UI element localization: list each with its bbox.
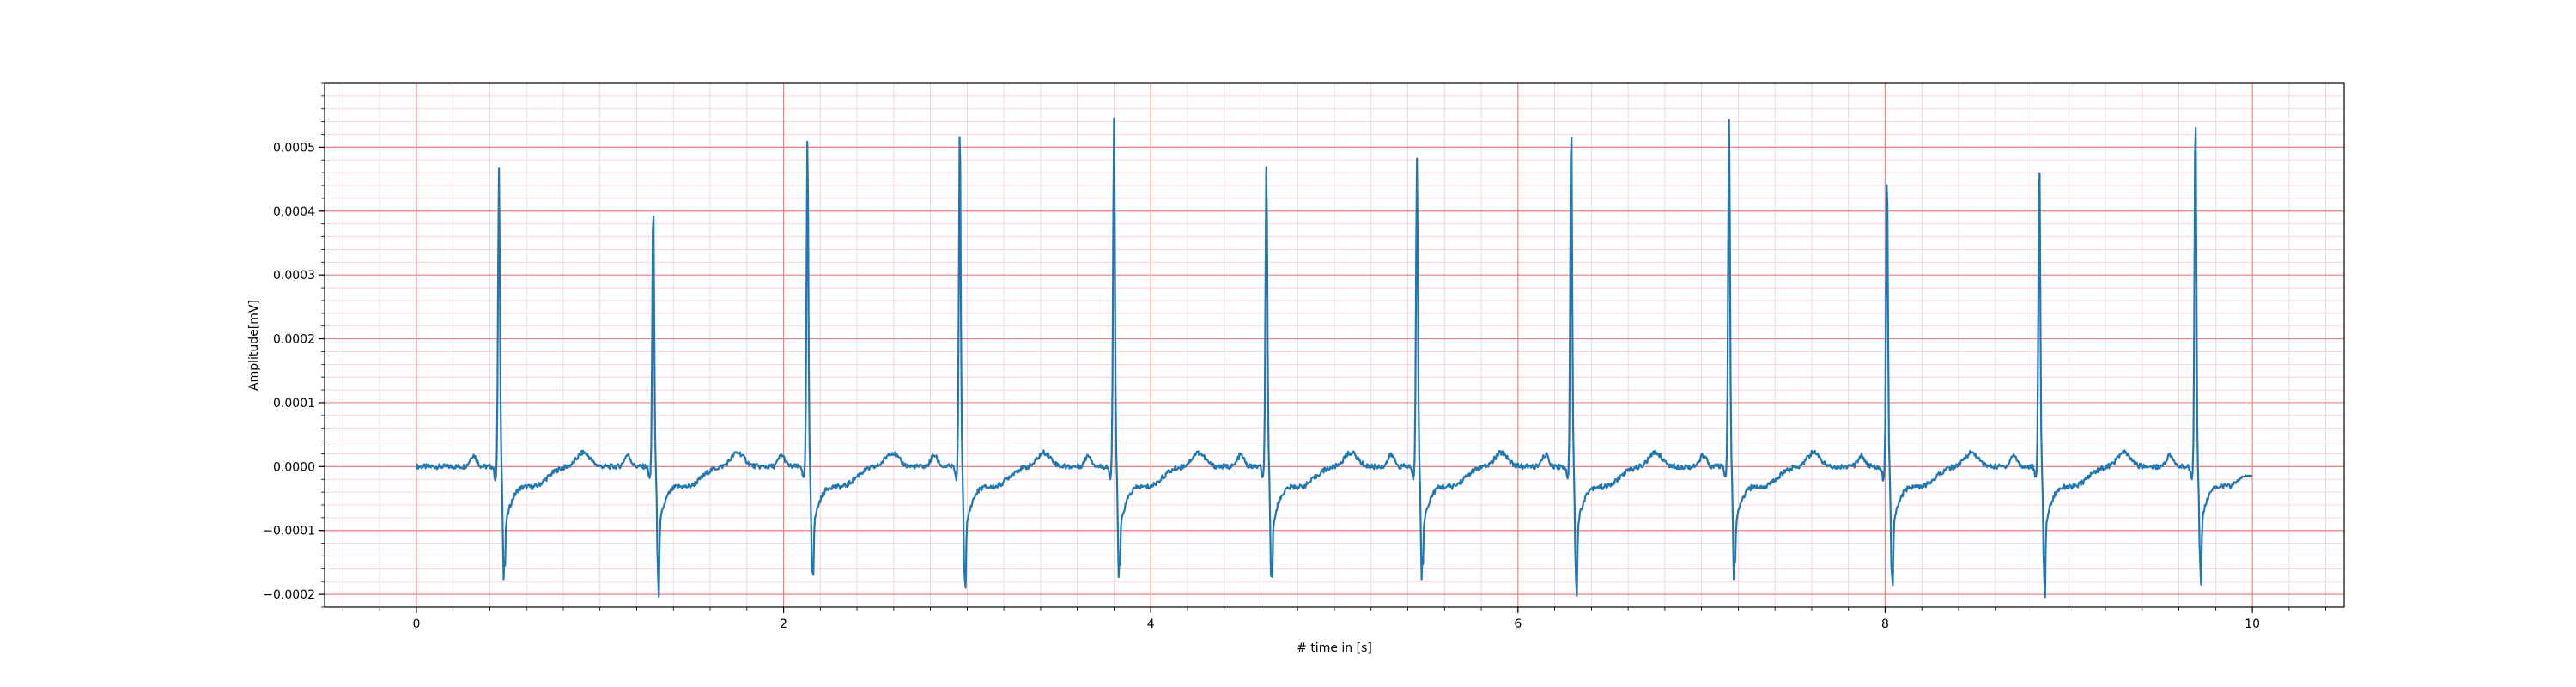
x-tick-label: 8 [1881, 617, 1889, 631]
major-grid [325, 83, 2344, 607]
x-tick-label: 2 [780, 617, 787, 631]
ecg-signal-line [415, 117, 2253, 599]
y-tick-label: 0.0000 [273, 460, 315, 474]
x-tick-label: 0 [412, 617, 420, 631]
y-tick-label: 0.0001 [273, 397, 315, 410]
y-tick-label: 0.0003 [273, 269, 315, 283]
y-tick-label: 0.0005 [273, 141, 315, 155]
y-tick-label: 0.0002 [273, 333, 315, 347]
x-tick-label: 4 [1147, 617, 1155, 631]
x-tick-label: 6 [1514, 617, 1522, 631]
y-tick-label: −0.0002 [263, 588, 315, 602]
x-tick-label: 10 [2245, 617, 2260, 631]
y-axis-label: Amplitude[mV] [247, 300, 261, 391]
x-axis-label: # time in [s] [1297, 641, 1372, 655]
y-tick-label: −0.0001 [263, 525, 315, 538]
x-axis-ticks: 0 2 4 6 8 10 [342, 607, 2327, 631]
y-tick-label: 0.0004 [273, 205, 315, 219]
y-axis-ticks: −0.0002 −0.0001 0.0000 0.0001 0.0002 0.0003 0.… [263, 82, 325, 608]
